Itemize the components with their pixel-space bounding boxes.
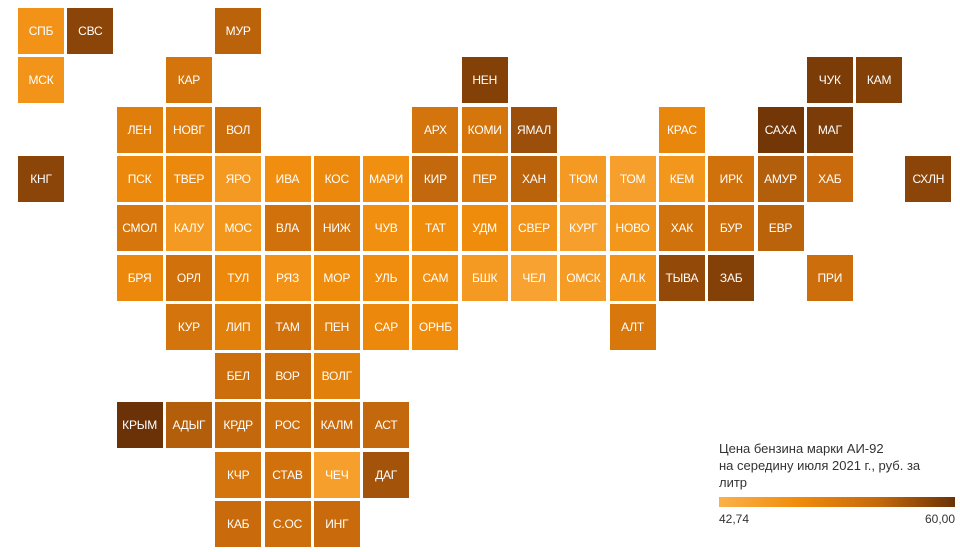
region-tile[interactable]: УЛЬ bbox=[363, 254, 410, 301]
region-tile[interactable]: МУР bbox=[215, 8, 262, 54]
region-tile[interactable]: АДЫГ bbox=[165, 402, 212, 449]
region-tile[interactable]: ДАГ bbox=[363, 451, 410, 498]
region-tile[interactable]: БШК bbox=[461, 254, 508, 301]
region-tile[interactable]: ЧУВ bbox=[363, 205, 410, 252]
region-tile[interactable]: АЛ.К bbox=[609, 254, 656, 301]
region-tile[interactable]: САР bbox=[363, 303, 410, 350]
region-tile[interactable]: ТУЛ bbox=[215, 254, 262, 301]
region-tile[interactable]: КРДР bbox=[215, 402, 262, 449]
region-tile[interactable]: СВЕР bbox=[511, 205, 557, 252]
region-tile[interactable]: АРХ bbox=[412, 106, 459, 153]
legend-title: Цена бензина марки АИ-92 на середину июл… bbox=[719, 440, 955, 491]
region-tile[interactable]: КОС bbox=[313, 155, 360, 202]
legend-title-line: на середину июля 2021 г., руб. за bbox=[719, 458, 921, 473]
region-tile[interactable]: ВОЛГ bbox=[313, 353, 360, 400]
region-tile[interactable]: БЕЛ bbox=[215, 353, 262, 400]
region-tile[interactable]: ИРК bbox=[708, 155, 755, 202]
region-tile[interactable]: ТВЕР bbox=[165, 155, 212, 202]
region-tile[interactable]: САМ bbox=[412, 254, 459, 301]
region-tile[interactable]: МАРИ bbox=[363, 155, 410, 202]
region-tile[interactable]: ПСК bbox=[116, 155, 163, 202]
region-tile[interactable]: РОС bbox=[264, 402, 311, 449]
region-tile[interactable]: ЕВР bbox=[757, 205, 804, 252]
region-tile[interactable]: ТАТ bbox=[412, 205, 459, 252]
region-tile[interactable]: КЧР bbox=[215, 451, 262, 498]
region-tile[interactable]: НОВО bbox=[609, 205, 656, 252]
region-tile[interactable]: СМОЛ bbox=[116, 205, 163, 252]
legend-title-line: литр bbox=[719, 475, 748, 490]
region-tile[interactable]: КУР bbox=[165, 303, 212, 350]
region-tile[interactable]: ТЮМ bbox=[560, 155, 607, 202]
region-tile[interactable]: ХАК bbox=[658, 205, 705, 252]
region-tile[interactable]: ЛИП bbox=[215, 303, 262, 350]
region-tile[interactable]: КУРГ bbox=[560, 205, 607, 252]
region-tile[interactable]: КНГ bbox=[18, 155, 64, 202]
region-tile[interactable]: РЯЗ bbox=[264, 254, 311, 301]
region-tile[interactable]: ЯРО bbox=[215, 155, 262, 202]
region-tile[interactable]: МСК bbox=[18, 57, 64, 104]
region-tile[interactable]: МОС bbox=[215, 205, 262, 252]
region-tile[interactable]: КАБ bbox=[215, 501, 262, 547]
region-tile[interactable]: ИВА bbox=[264, 155, 311, 202]
legend-title-line: Цена бензина марки АИ-92 bbox=[719, 441, 884, 456]
region-tile[interactable]: КОМИ bbox=[461, 106, 508, 153]
region-tile[interactable]: НИЖ bbox=[313, 205, 360, 252]
region-tile[interactable]: АМУР bbox=[757, 155, 804, 202]
region-tile[interactable]: ЧУК bbox=[806, 57, 853, 104]
legend-min-label: 42,74 bbox=[719, 512, 750, 526]
region-tile[interactable]: ВЛА bbox=[264, 205, 311, 252]
region-tile[interactable]: САХА bbox=[757, 106, 804, 153]
region-tile[interactable]: ХАБ bbox=[806, 155, 853, 202]
region-tile[interactable]: ТОМ bbox=[609, 155, 656, 202]
region-tile[interactable]: ПЕР bbox=[461, 155, 508, 202]
region-tile[interactable]: С.ОС bbox=[264, 501, 311, 547]
region-tile[interactable]: ПЕН bbox=[313, 303, 360, 350]
region-tile[interactable]: КИР bbox=[412, 155, 459, 202]
region-tile[interactable]: ЧЕЛ bbox=[511, 254, 557, 301]
region-tile[interactable]: СПБ bbox=[18, 8, 64, 54]
region-tile[interactable]: СТАВ bbox=[264, 451, 311, 498]
region-tile[interactable]: КАЛМ bbox=[313, 402, 360, 449]
region-tile[interactable]: ИНГ bbox=[313, 501, 360, 547]
region-tile[interactable]: ВОЛ bbox=[215, 106, 262, 153]
region-tile[interactable]: ТАМ bbox=[264, 303, 311, 350]
region-tile[interactable]: КАЛУ bbox=[165, 205, 212, 252]
region-tile[interactable]: МАГ bbox=[806, 106, 853, 153]
region-tile[interactable]: СХЛН bbox=[905, 155, 952, 202]
color-legend: Цена бензина марки АИ-92 на середину июл… bbox=[719, 440, 955, 526]
region-tile[interactable]: КЕМ bbox=[658, 155, 705, 202]
region-tile[interactable]: ПРИ bbox=[806, 254, 853, 301]
region-tile[interactable]: ЯМАЛ bbox=[511, 106, 557, 153]
region-tile[interactable]: ТЫВА bbox=[658, 254, 705, 301]
region-tile[interactable]: ВОР bbox=[264, 353, 311, 400]
region-tile[interactable]: МОР bbox=[313, 254, 360, 301]
region-tile[interactable]: НОВГ bbox=[165, 106, 212, 153]
region-tile[interactable]: ХАН bbox=[511, 155, 557, 202]
region-tile[interactable]: АСТ bbox=[363, 402, 410, 449]
region-tile[interactable]: ЛЕН bbox=[116, 106, 163, 153]
region-tile[interactable]: НЕН bbox=[461, 57, 508, 104]
region-tile[interactable]: БУР bbox=[708, 205, 755, 252]
region-tile[interactable]: ОРНБ bbox=[412, 303, 459, 350]
region-tile[interactable]: УДМ bbox=[461, 205, 508, 252]
region-tile[interactable]: КРАС bbox=[658, 106, 705, 153]
legend-max-label: 60,00 bbox=[924, 512, 955, 526]
region-tile[interactable]: КАР bbox=[165, 57, 212, 104]
region-tile[interactable]: КРЫМ bbox=[116, 402, 163, 449]
region-tile[interactable]: КАМ bbox=[856, 57, 903, 104]
region-tile[interactable]: БРЯ bbox=[116, 254, 163, 301]
region-tile[interactable]: ЧЕЧ bbox=[313, 451, 360, 498]
region-tile[interactable]: АЛТ bbox=[609, 303, 656, 350]
region-tile[interactable]: СВС bbox=[67, 8, 114, 54]
legend-gradient-bar bbox=[719, 497, 955, 507]
region-tile[interactable]: ОРЛ bbox=[165, 254, 212, 301]
region-tile[interactable]: ОМСК bbox=[560, 254, 607, 301]
region-tile[interactable]: ЗАБ bbox=[708, 254, 755, 301]
